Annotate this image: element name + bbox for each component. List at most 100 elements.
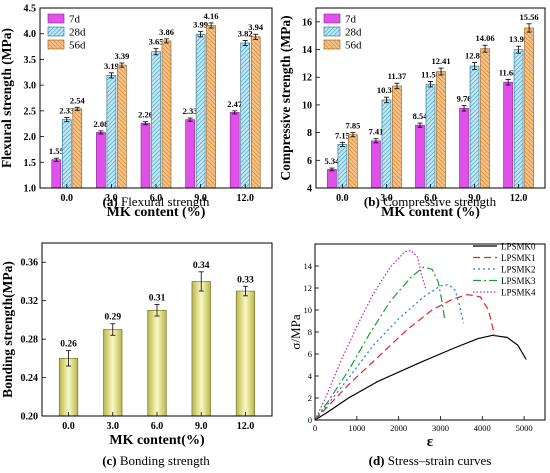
x-tick-label: 3.0 bbox=[380, 193, 393, 204]
x-tick-label: 0.0 bbox=[62, 421, 75, 432]
y-tick-label: 1.0 bbox=[24, 184, 37, 195]
curve-lpsmk3 bbox=[314, 266, 446, 421]
data-label: 11.37 bbox=[388, 71, 407, 81]
y-tick-label: 0.32 bbox=[21, 296, 39, 307]
bar bbox=[103, 329, 123, 417]
bar bbox=[415, 124, 425, 189]
data-label: 2.26 bbox=[138, 110, 153, 120]
panel-caption-letter: (b) bbox=[364, 194, 380, 209]
legend-swatch bbox=[323, 26, 341, 37]
bar bbox=[392, 85, 402, 189]
data-label: 3.65 bbox=[149, 37, 164, 47]
data-label: 3.86 bbox=[159, 27, 174, 37]
bar bbox=[106, 75, 117, 189]
x-tick-label: 12.0 bbox=[236, 193, 254, 204]
x-tick-label: 2000 bbox=[390, 423, 407, 433]
y-tick-label: 16 bbox=[302, 17, 312, 28]
y-tick-label: 8 bbox=[308, 327, 312, 337]
legend-label: LPSMK1 bbox=[501, 253, 536, 263]
chart-panel-3: 0 1000 2000 3000 4000 5000 0 2 4 6 8 10 12 14 ε σ/MPa LP… bbox=[288, 242, 546, 468]
data-label: 3.94 bbox=[248, 22, 264, 32]
y-tick-label: 6 bbox=[308, 349, 312, 359]
x-tick-label: 9.0 bbox=[194, 193, 207, 204]
data-label: 0.31 bbox=[149, 294, 166, 304]
data-label: 14.06 bbox=[475, 33, 494, 43]
y-axis-label: Flexural strength (MPa) bbox=[0, 28, 14, 168]
legend-swatch bbox=[323, 13, 341, 24]
legend-label: 7d bbox=[345, 14, 357, 26]
x-axis-label: ε bbox=[427, 434, 434, 450]
bar bbox=[240, 42, 251, 189]
legend-label: LPSMK2 bbox=[501, 265, 536, 275]
bar bbox=[480, 48, 490, 189]
y-tick-label: 0.20 bbox=[21, 412, 39, 423]
data-label: 1.55 bbox=[49, 146, 64, 156]
legend-label: 56d bbox=[69, 40, 86, 52]
panel-caption-letter: (c) bbox=[102, 453, 116, 468]
data-label: 11.50 bbox=[421, 69, 440, 79]
data-label: 2.33 bbox=[59, 106, 74, 116]
curve-lpsmk2 bbox=[314, 284, 465, 421]
bar bbox=[58, 358, 79, 417]
panel-caption-letter: (a) bbox=[103, 194, 118, 209]
y-tick-label: 1.5 bbox=[24, 158, 37, 169]
bar bbox=[371, 140, 381, 189]
bar bbox=[117, 64, 127, 189]
x-tick-label: 6.0 bbox=[424, 193, 437, 204]
chart-panel-2: 0.26 0.29 0.31 0.34 0.33 0.20 0.24 0.28 0.32 0.36… bbox=[0, 242, 273, 468]
x-tick-label: 4000 bbox=[474, 423, 491, 433]
bar bbox=[327, 169, 337, 189]
legend-label: LPSMK4 bbox=[501, 288, 536, 298]
data-label: 0.26 bbox=[60, 340, 77, 350]
data-label: 3.39 bbox=[114, 51, 129, 61]
y-tick-label: 12 bbox=[304, 283, 313, 293]
x-tick-label: 0 bbox=[313, 423, 317, 433]
y-tick-label: 8 bbox=[307, 128, 312, 139]
y-axis-label: σ/MPa bbox=[288, 314, 303, 349]
data-label: 2.33 bbox=[183, 106, 198, 116]
data-label: 7.41 bbox=[369, 127, 384, 137]
data-label: 0.33 bbox=[237, 275, 254, 285]
data-label: 15.56 bbox=[520, 12, 539, 22]
data-label: 0.34 bbox=[193, 261, 210, 271]
legend-label: 28d bbox=[69, 27, 86, 39]
x-tick-label: 3000 bbox=[432, 423, 449, 433]
curve-lpsmk4 bbox=[314, 249, 427, 421]
y-axis-label: Bonding strength(MPa) bbox=[0, 261, 15, 398]
panel-caption: (c) Bonding strength bbox=[102, 453, 210, 468]
bar bbox=[147, 309, 167, 417]
y-tick-label: 3.0 bbox=[24, 81, 37, 92]
data-label: 7.85 bbox=[345, 121, 360, 131]
y-tick-label: 0.28 bbox=[21, 335, 39, 346]
bar bbox=[72, 108, 83, 189]
panel-caption: (d) Stress–strain curves bbox=[369, 453, 492, 468]
data-label: 3.99 bbox=[193, 20, 208, 30]
panel-caption: (b) Compressive strength bbox=[364, 194, 497, 209]
panel-caption: (a) Flexural strength bbox=[103, 194, 210, 209]
bar bbox=[96, 132, 106, 189]
x-tick-label: 5000 bbox=[516, 423, 533, 433]
bar bbox=[425, 83, 436, 189]
y-tick-label: 2 bbox=[308, 393, 312, 403]
x-tick-label: 12.0 bbox=[510, 193, 528, 204]
bar bbox=[191, 281, 211, 417]
y-tick-label: 3.5 bbox=[24, 55, 37, 66]
x-tick-label: 6.0 bbox=[150, 193, 163, 204]
chart-panel-1: 5.34 7.41 8.54 9.76 11.64 7.15 10.36 11.50 12.81… bbox=[278, 7, 546, 220]
x-axis-label: MK content (%) bbox=[107, 205, 206, 220]
x-tick-label: 3.0 bbox=[105, 193, 118, 204]
y-tick-label: 14 bbox=[302, 45, 312, 56]
y-tick-label: 4.5 bbox=[24, 4, 37, 15]
bar bbox=[524, 27, 534, 189]
bar bbox=[459, 107, 469, 189]
y-tick-label: 4 bbox=[308, 371, 313, 381]
legend-swatch bbox=[47, 26, 65, 37]
x-tick-label: 0.0 bbox=[61, 193, 74, 204]
y-tick-label: 4 bbox=[307, 184, 312, 195]
y-tick-label: 2.0 bbox=[24, 132, 37, 143]
bar bbox=[195, 33, 206, 189]
data-label: 3.19 bbox=[104, 61, 119, 71]
y-tick-label: 0 bbox=[308, 415, 312, 425]
x-tick-label: 6.0 bbox=[151, 421, 164, 432]
panel-caption-text: Compressive strength bbox=[380, 194, 497, 209]
